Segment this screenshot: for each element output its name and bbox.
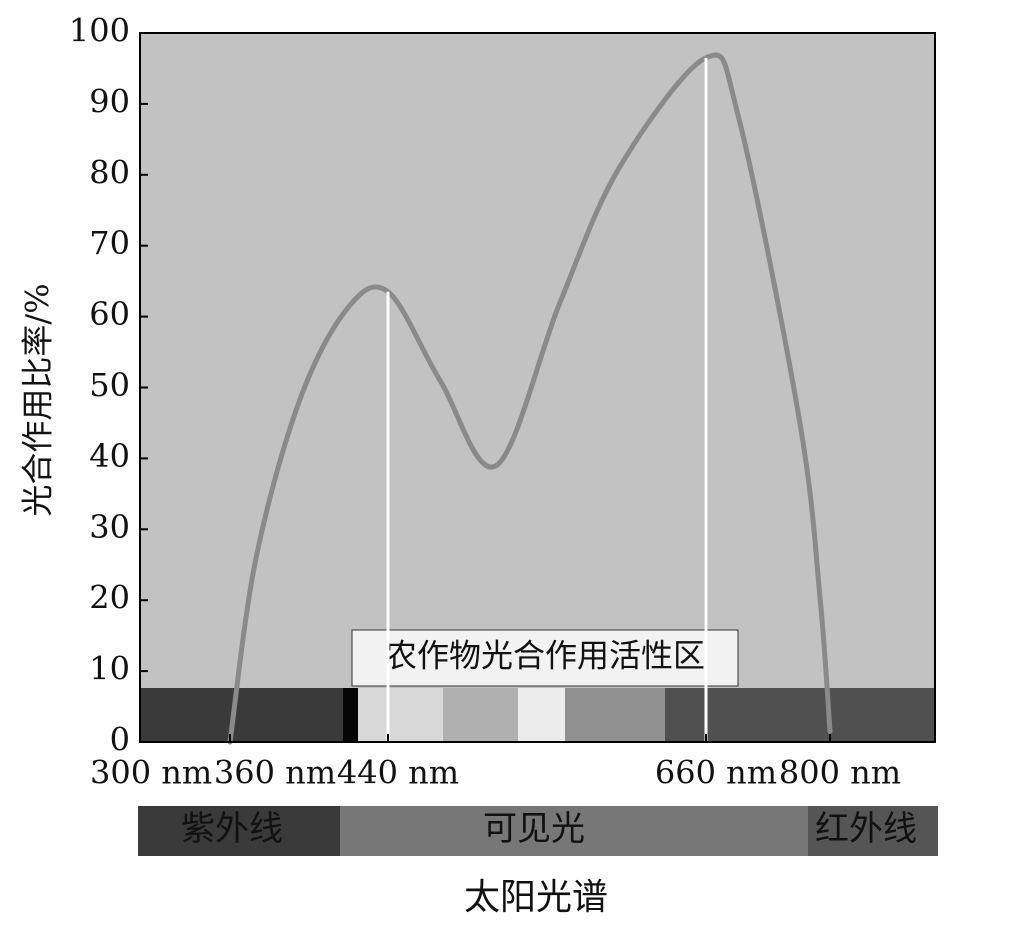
x-tick-label: 660 nm (655, 754, 777, 792)
band-label: 农作物光合作用活性区 (385, 637, 705, 675)
region-label: 红外线 (815, 809, 917, 849)
y-tick-label: 30 (89, 508, 130, 546)
y-tick-label: 100 (69, 12, 130, 50)
plot-area (140, 33, 935, 742)
region-label: 紫外线 (181, 809, 283, 849)
y-tick-label: 90 (89, 82, 130, 120)
x-tick-label: 440 nm (337, 754, 459, 792)
spectrum-strip (140, 688, 935, 742)
y-tick-label: 70 (89, 224, 130, 262)
x-axis-label: 太阳光谱 (464, 877, 608, 918)
x-tick-label: 360 nm (214, 754, 336, 792)
data-line (227, 52, 833, 745)
y-tick-label: 0 (110, 721, 130, 759)
y-tick-label: 10 (89, 650, 130, 688)
y-tick-label: 20 (89, 579, 130, 617)
region-label: 可见光 (483, 809, 585, 849)
y-axis-label: 光合作用比率/% (19, 283, 57, 516)
region-bar (138, 806, 938, 856)
x-tick-label: 800 nm (779, 754, 901, 792)
y-tick-label: 40 (89, 437, 130, 475)
y-tick-label: 50 (89, 366, 130, 404)
y-tick-label: 60 (89, 295, 130, 333)
x-tick-label: 300 nm (90, 754, 212, 792)
y-tick-label: 80 (89, 153, 130, 191)
band-label-box (351, 629, 739, 687)
